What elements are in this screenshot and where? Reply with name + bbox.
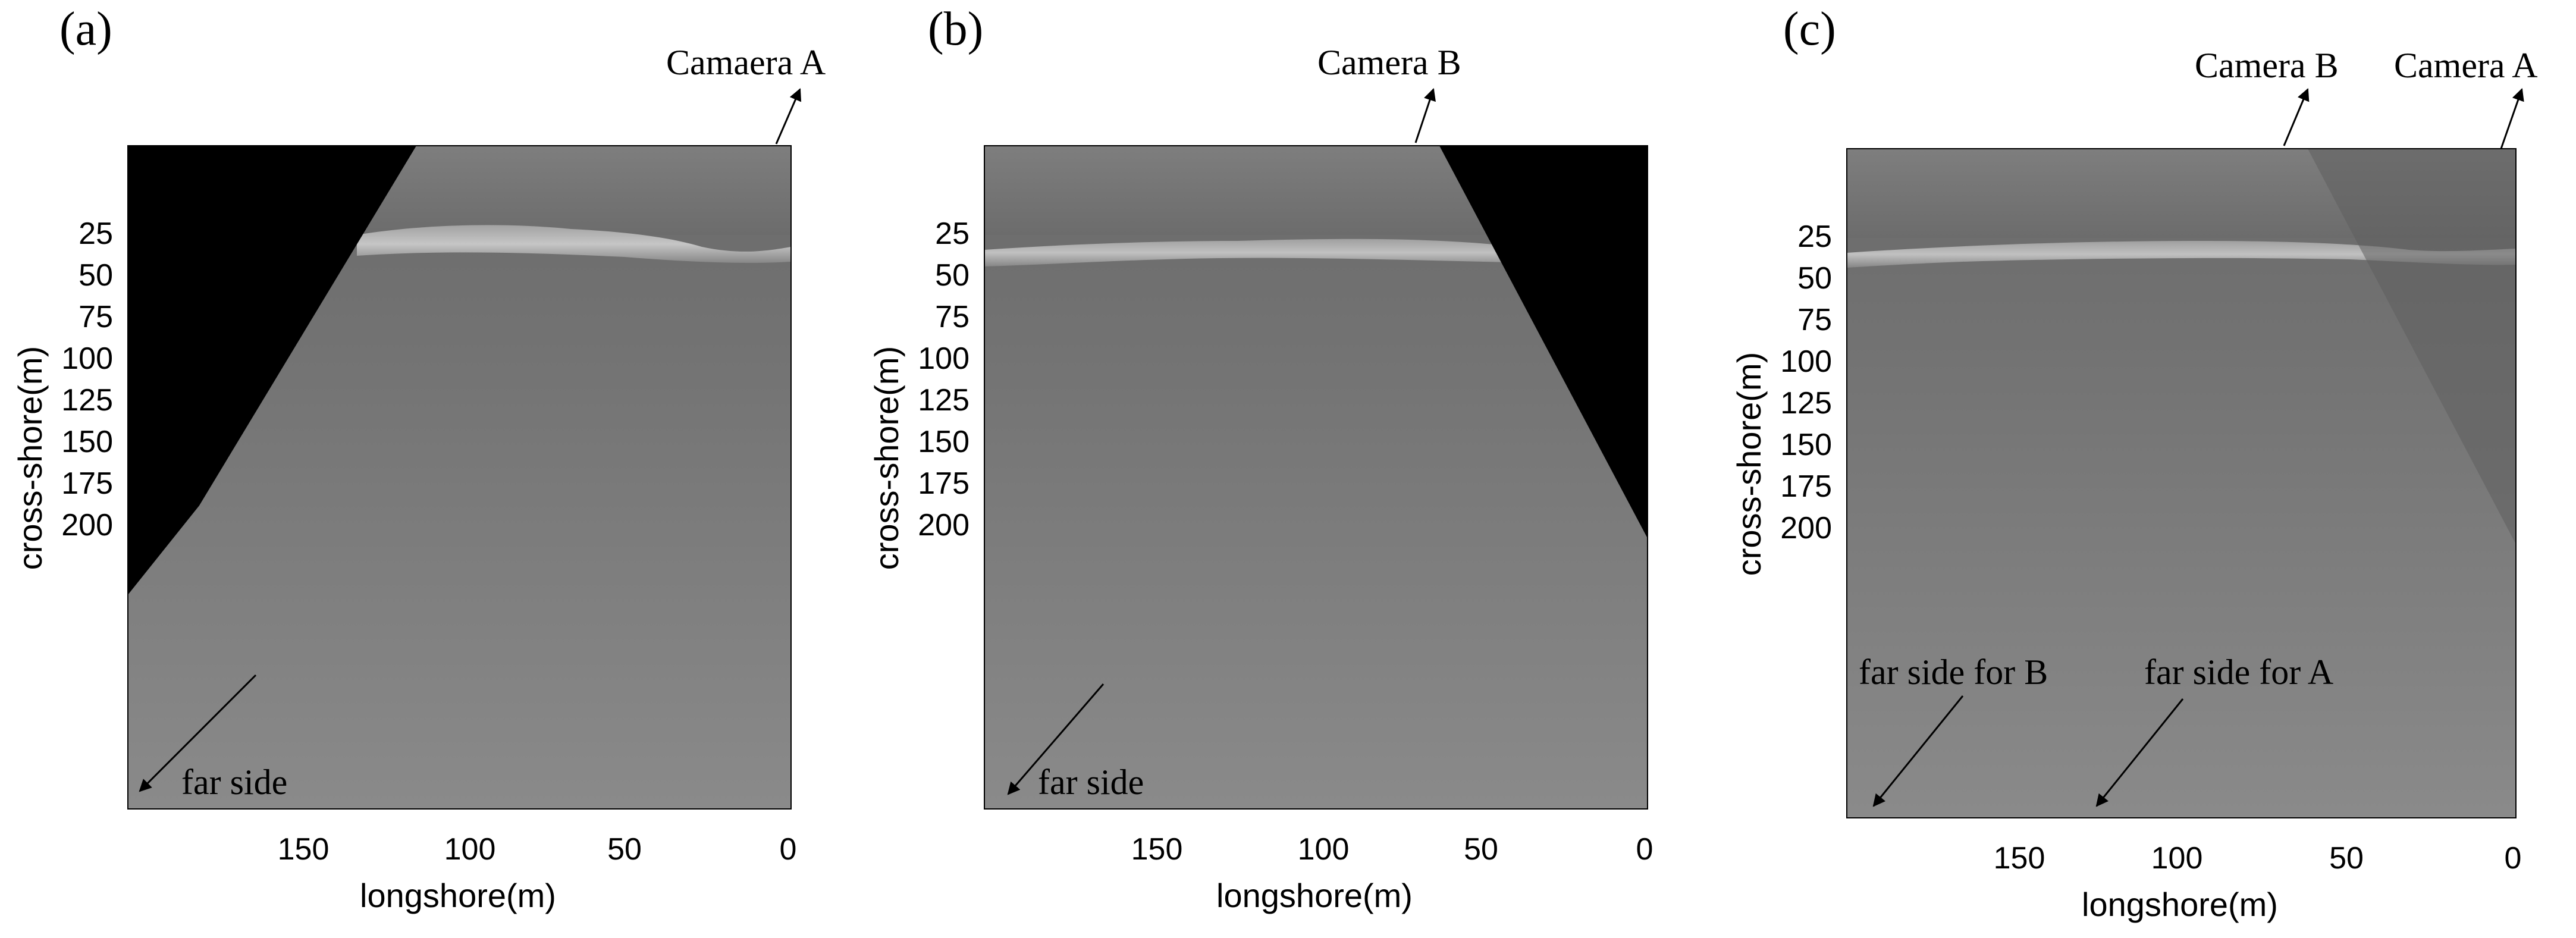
panel-a-ytick-175: 175: [61, 466, 113, 501]
panel-a-ytick-25: 25: [79, 217, 113, 251]
panel-a-far-side-arrow: [139, 674, 257, 792]
panel-b: (b) Camera B far side 25 50 75 100 125 1…: [868, 3, 1653, 914]
panel-a-xtick-100: 100: [444, 832, 496, 867]
panel-b-y-axis: 25 50 75 100 125 150 175 200 cross-shore…: [868, 217, 969, 570]
panel-b-ytick-25: 25: [935, 217, 969, 251]
panel-c-camera-b-label: Camera B: [2195, 46, 2339, 85]
panel-c-xlabel: longshore(m): [2082, 886, 2278, 923]
panel-b-xlabel: longshore(m): [1216, 877, 1413, 914]
panel-b-xtick-100: 100: [1298, 832, 1350, 867]
panel-b-far-side-label: far side: [1038, 763, 1144, 802]
panel-b-ytick-50: 50: [935, 258, 969, 293]
panel-a-xtick-50: 50: [607, 832, 642, 867]
panel-c-ytick-200: 200: [1780, 511, 1832, 545]
panel-b-xtick-50: 50: [1464, 832, 1498, 867]
panel-a-label: (a): [59, 3, 112, 55]
panel-c-label: (c): [1783, 3, 1836, 55]
panel-b-xtick-0: 0: [1636, 832, 1653, 867]
panel-b-camera-arrow: [1414, 88, 1436, 143]
panel-a-ytick-125: 125: [61, 383, 113, 418]
panel-c-image: [1847, 149, 2516, 818]
panel-c-ytick-50: 50: [1797, 261, 1832, 296]
panel-b-ylabel: cross-shore(m): [868, 346, 905, 570]
panel-b-ytick-100: 100: [918, 341, 969, 376]
panel-c-y-axis: 25 50 75 100 125 150 175 200 cross-shore…: [1730, 219, 1832, 576]
panel-c-xtick-50: 50: [2329, 841, 2364, 876]
panel-c-xtick-100: 100: [2151, 841, 2203, 876]
panel-c-ytick-100: 100: [1780, 344, 1832, 379]
panel-b-camera-label: Camera B: [1317, 43, 1461, 82]
panel-b-xtick-150: 150: [1131, 832, 1183, 867]
panel-b-ytick-75: 75: [935, 300, 969, 334]
panel-a-far-side-label: far side: [181, 763, 287, 802]
panel-b-ytick-200: 200: [918, 508, 969, 542]
panel-b-ytick-125: 125: [918, 383, 969, 418]
panel-a-ytick-100: 100: [61, 341, 113, 376]
panel-a-ytick-200: 200: [61, 508, 113, 542]
panel-b-label: (b): [928, 3, 983, 55]
panel-c-ytick-25: 25: [1797, 219, 1832, 254]
panel-c-camera-a-label: Camera A: [2394, 46, 2538, 85]
panel-a-ytick-75: 75: [79, 300, 113, 334]
panel-c-ytick-175: 175: [1780, 469, 1832, 504]
panel-a-xlabel: longshore(m): [360, 877, 556, 914]
panel-c: (c) Camera B Camera A far side for B far…: [1730, 3, 2538, 923]
panel-a-image: [128, 146, 791, 809]
panel-a-xtick-150: 150: [278, 832, 330, 867]
panel-c-xtick-0: 0: [2505, 841, 2522, 876]
panel-b-x-axis: 150 100 50 0 longshore(m): [1131, 832, 1653, 914]
panel-a-xtick-0: 0: [780, 832, 797, 867]
panel-a-y-axis: 25 50 75 100 125 150 175 200 cross-shore…: [11, 217, 113, 570]
panel-a-ytick-50: 50: [79, 258, 113, 293]
panel-c-ytick-125: 125: [1780, 386, 1832, 421]
panel-a-camera-arrow: [775, 88, 802, 145]
panel-b-far-side-arrow: [1007, 683, 1105, 795]
panel-c-ytick-150: 150: [1780, 428, 1832, 462]
panel-a-ylabel: cross-shore(m): [11, 346, 49, 570]
panel-c-camera-b-arrow: [2283, 88, 2310, 146]
panel-c-ytick-75: 75: [1797, 303, 1832, 337]
panel-c-x-axis: 150 100 50 0 longshore(m): [1994, 841, 2522, 923]
panel-c-camera-a-arrow: [2500, 88, 2524, 149]
panel-c-xtick-150: 150: [1994, 841, 2045, 876]
panel-a: (a) Camaera A far side 25 50 75 100 125 …: [11, 3, 826, 914]
panel-a-ytick-150: 150: [61, 425, 113, 459]
panel-c-far-side-a-label: far side for A: [2144, 652, 2333, 692]
panel-c-far-side-b-label: far side for B: [1859, 652, 2048, 692]
panel-c-far-side-b-arrow: [1872, 695, 1964, 807]
panel-b-ytick-175: 175: [918, 466, 969, 501]
panel-a-camera-label: Camaera A: [666, 43, 826, 82]
panel-b-image: [984, 146, 1648, 809]
panel-c-far-side-a-arrow: [2095, 698, 2184, 807]
panel-a-x-axis: 150 100 50 0 longshore(m): [278, 832, 797, 914]
panel-b-ytick-150: 150: [918, 425, 969, 459]
panel-c-ylabel: cross-shore(m): [1730, 352, 1768, 576]
